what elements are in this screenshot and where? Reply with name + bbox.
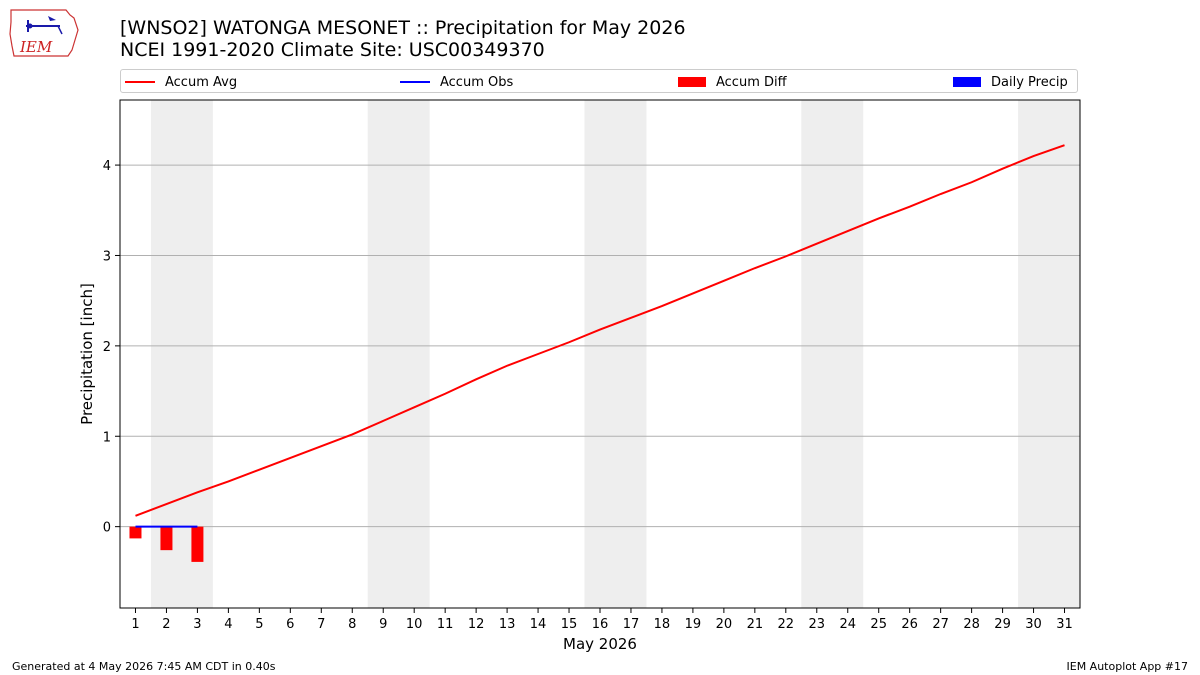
accum-diff-bar-2: [160, 526, 173, 551]
x-tick-label-12: 12: [468, 617, 485, 632]
legend-swatch-daily-precip: [953, 77, 981, 87]
generated-timestamp: Generated at 4 May 2026 7:45 AM CDT in 0…: [12, 660, 276, 673]
x-tick-label-23: 23: [809, 617, 826, 632]
x-tick-label-26: 26: [901, 617, 918, 632]
x-tick-label-28: 28: [963, 617, 980, 632]
x-tick-label-15: 15: [561, 617, 578, 632]
x-tick-label-6: 6: [286, 617, 294, 632]
legend-item-daily-precip: Daily Precip: [953, 73, 1068, 91]
legend-label-daily-precip: Daily Precip: [991, 74, 1068, 90]
x-tick-label-5: 5: [255, 617, 263, 632]
legend-item-accum-obs: Accum Obs: [400, 73, 513, 91]
accum-avg-line: [135, 144, 1065, 517]
x-tick-label-11: 11: [437, 617, 454, 632]
x-tick-label-4: 4: [224, 617, 232, 632]
y-tick-label-4: 4: [103, 159, 111, 174]
x-tick-label-21: 21: [747, 617, 764, 632]
x-tick-label-16: 16: [592, 617, 609, 632]
weekend-band-0: [150, 100, 213, 608]
y-axis-label: Precipitation [inch]: [78, 283, 96, 425]
legend-swatch-accum-obs: [400, 81, 430, 83]
app-label: IEM Autoplot App #17: [1066, 660, 1189, 673]
weekend-band-2: [584, 100, 647, 608]
legend-swatch-accum-diff: [678, 77, 706, 87]
y-tick-label-2: 2: [103, 340, 111, 355]
x-tick-label-18: 18: [654, 617, 671, 632]
legend-label-accum-diff: Accum Diff: [716, 74, 787, 90]
x-tick-label-30: 30: [1025, 617, 1042, 632]
legend-label-accum-avg: Accum Avg: [165, 74, 238, 90]
x-tick-label-7: 7: [317, 617, 325, 632]
x-tick-label-2: 2: [162, 617, 170, 632]
legend-item-accum-avg: Accum Avg: [125, 73, 237, 91]
x-tick-label-22: 22: [778, 617, 795, 632]
weekend-band-4: [1018, 100, 1080, 608]
x-tick-label-31: 31: [1056, 617, 1073, 632]
x-tick-label-17: 17: [623, 617, 640, 632]
x-tick-label-20: 20: [716, 617, 733, 632]
legend-label-accum-obs: Accum Obs: [440, 74, 514, 90]
x-tick-label-9: 9: [379, 617, 387, 632]
chart-subtitle: NCEI 1991-2020 Climate Site: USC00349370: [120, 39, 545, 61]
accum-diff-bar-3: [191, 526, 204, 562]
svg-text:IEM: IEM: [19, 38, 53, 56]
accum-diff-bar-1: [129, 526, 142, 539]
legend-item-accum-diff: Accum Diff: [678, 73, 787, 91]
y-tick-label-0: 0: [103, 521, 111, 536]
iem-logo: IEM: [9, 9, 79, 57]
x-axis-label: May 2026: [563, 635, 637, 653]
x-tick-label-3: 3: [193, 617, 201, 632]
x-tick-label-10: 10: [406, 617, 423, 632]
legend: Accum Avg Accum Obs Accum Diff Daily Pre…: [120, 69, 1078, 93]
y-tick-label-3: 3: [103, 249, 111, 264]
weekend-band-3: [801, 100, 864, 608]
y-tick-label-1: 1: [103, 430, 111, 445]
x-tick-label-13: 13: [499, 617, 516, 632]
x-tick-label-8: 8: [348, 617, 356, 632]
legend-swatch-accum-avg: [125, 81, 155, 83]
x-tick-label-1: 1: [131, 617, 139, 632]
weekend-band-1: [367, 100, 430, 608]
chart-title: [WNSO2] WATONGA MESONET :: Precipitation…: [120, 17, 686, 39]
x-tick-label-24: 24: [839, 617, 856, 632]
x-tick-label-25: 25: [870, 617, 887, 632]
x-tick-label-29: 29: [994, 617, 1011, 632]
x-tick-label-19: 19: [685, 617, 702, 632]
x-tick-label-27: 27: [932, 617, 949, 632]
x-tick-label-14: 14: [530, 617, 547, 632]
